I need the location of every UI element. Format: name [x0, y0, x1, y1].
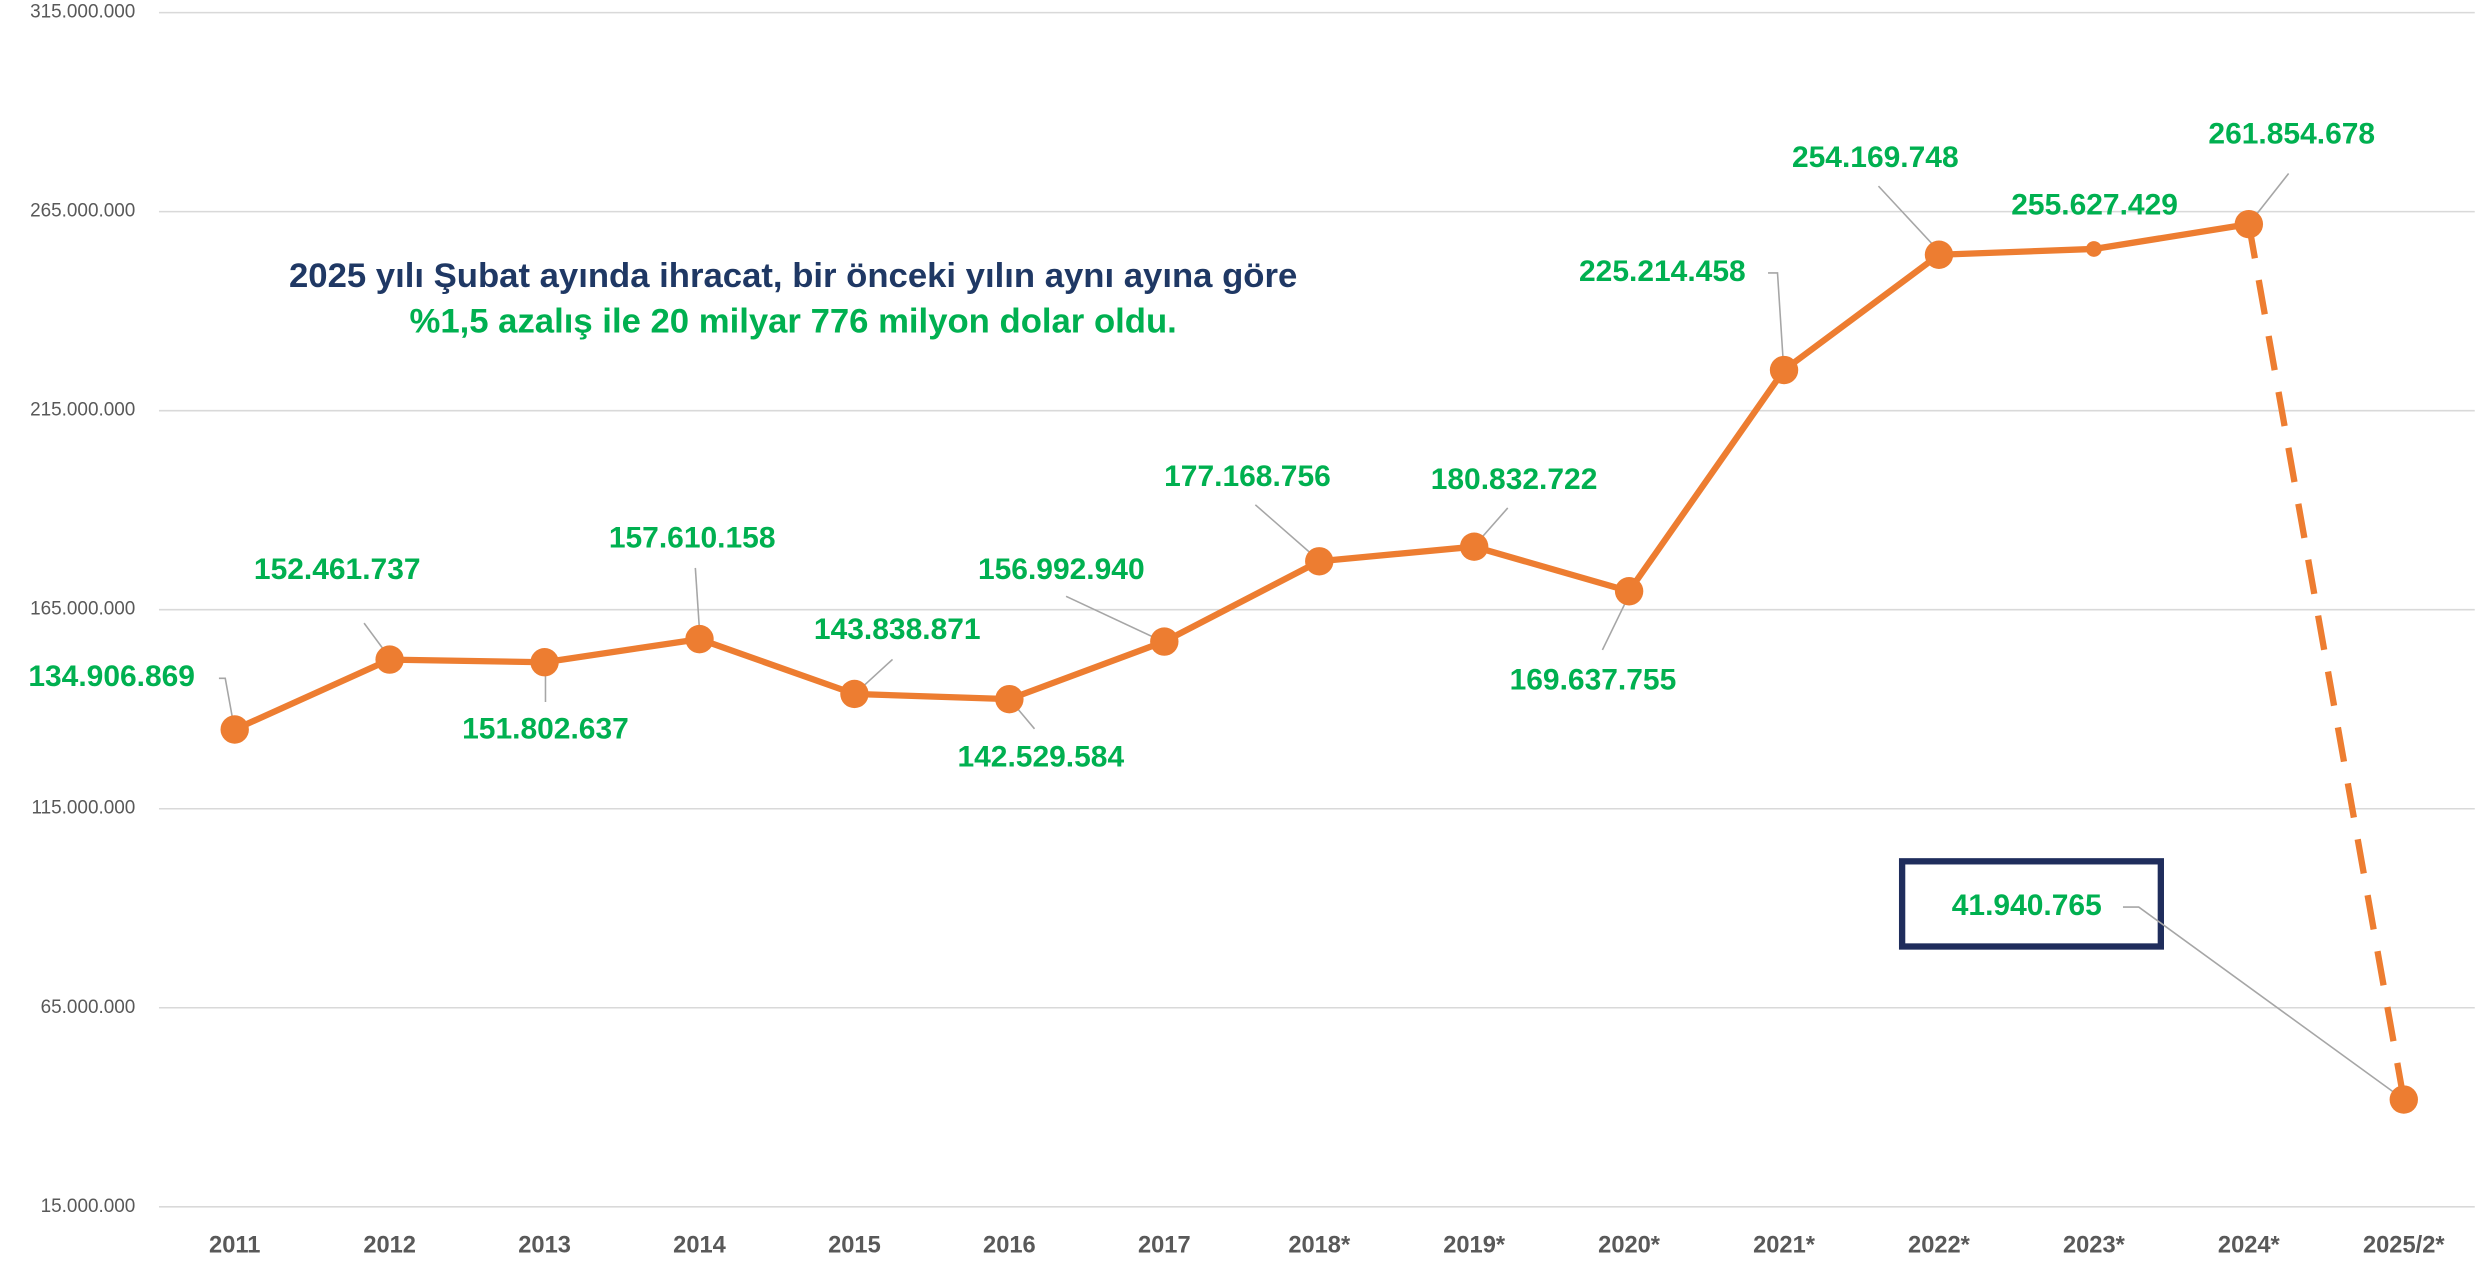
marker [1305, 547, 1334, 576]
x-tick-label: 2014 [673, 1232, 726, 1258]
data-label: 180.832.722 [1431, 463, 1598, 496]
data-label: 177.168.756 [1164, 460, 1331, 493]
marker [375, 645, 404, 674]
leader-line [1065, 595, 1165, 643]
marker [685, 624, 714, 654]
x-tick-label: 2019* [1443, 1232, 1506, 1258]
data-label: 255.627.429 [2011, 189, 2178, 222]
x-tick-label: 2013 [518, 1232, 571, 1258]
annotation: 2025 yılı Şubat ayında ihracat, bir önce… [289, 257, 1297, 295]
data-label: 261.854.678 [2208, 118, 2375, 151]
data-label: 151.802.637 [462, 712, 629, 745]
data-label: 134.906.869 [28, 660, 195, 693]
x-tick-label: 2015 [828, 1232, 881, 1258]
marker [1769, 355, 1799, 385]
y-tick-label: 215.000.000 [30, 400, 135, 421]
dashed-line [2245, 223, 2407, 1101]
marker [530, 648, 559, 677]
line [233, 221, 2250, 733]
x-tick-label: 2023* [2063, 1232, 2126, 1258]
marker [840, 679, 869, 709]
data-label: 152.461.737 [254, 553, 421, 586]
data-label: 157.610.158 [609, 521, 776, 554]
y-tick-label: 265.000.000 [30, 201, 135, 222]
data-label: 143.838.871 [814, 613, 981, 646]
x-tick-label: 2016 [983, 1232, 1036, 1258]
leader-line [1254, 504, 1319, 561]
data-label: 254.169.748 [1792, 141, 1959, 174]
data-label: 156.992.940 [978, 553, 1145, 586]
marker [1614, 577, 1644, 606]
marker [1150, 627, 1179, 656]
x-tick-label: 2012 [363, 1232, 416, 1258]
marker [220, 715, 249, 744]
x-tick-label: 2011 [209, 1232, 260, 1258]
data-label: 169.637.755 [1510, 663, 1677, 696]
x-tick-label: 2017 [1138, 1232, 1191, 1258]
data-label: 225.214.458 [1579, 255, 1746, 288]
y-tick-label: 165.000.000 [30, 599, 135, 620]
x-tick-label: 2024* [2218, 1232, 2281, 1258]
leader-line [218, 677, 236, 731]
data-label: 142.529.584 [957, 741, 1124, 774]
y-tick-label: 115.000.000 [31, 798, 135, 819]
x-tick-label: 2021* [1753, 1232, 1816, 1258]
data-label: 41.940.765 [1952, 889, 2102, 922]
x-tick-label: 2018* [1288, 1232, 1351, 1258]
marker [995, 684, 1024, 714]
leader-line [2122, 906, 2405, 1101]
x-tick-label: 2020* [1598, 1232, 1661, 1258]
y-tick-label: 15.000.000 [41, 1196, 136, 1217]
x-tick-label: 2022* [1908, 1232, 1971, 1258]
annotation: %1,5 azalış ile 20 milyar 776 milyon dol… [409, 303, 1176, 341]
y-tick-label: 65.000.000 [41, 997, 136, 1018]
y-tick-label: 315.000.000 [30, 2, 135, 23]
leader-line [1877, 185, 1943, 255]
marker [2086, 241, 2102, 257]
marker [1924, 240, 1954, 269]
marker [1459, 532, 1489, 561]
leader-line [1768, 272, 1785, 371]
highlight-box [1898, 858, 2164, 950]
marker [2389, 1085, 2418, 1114]
marker [2234, 209, 2264, 239]
x-tick-label: 2025/2* [2363, 1232, 2445, 1258]
